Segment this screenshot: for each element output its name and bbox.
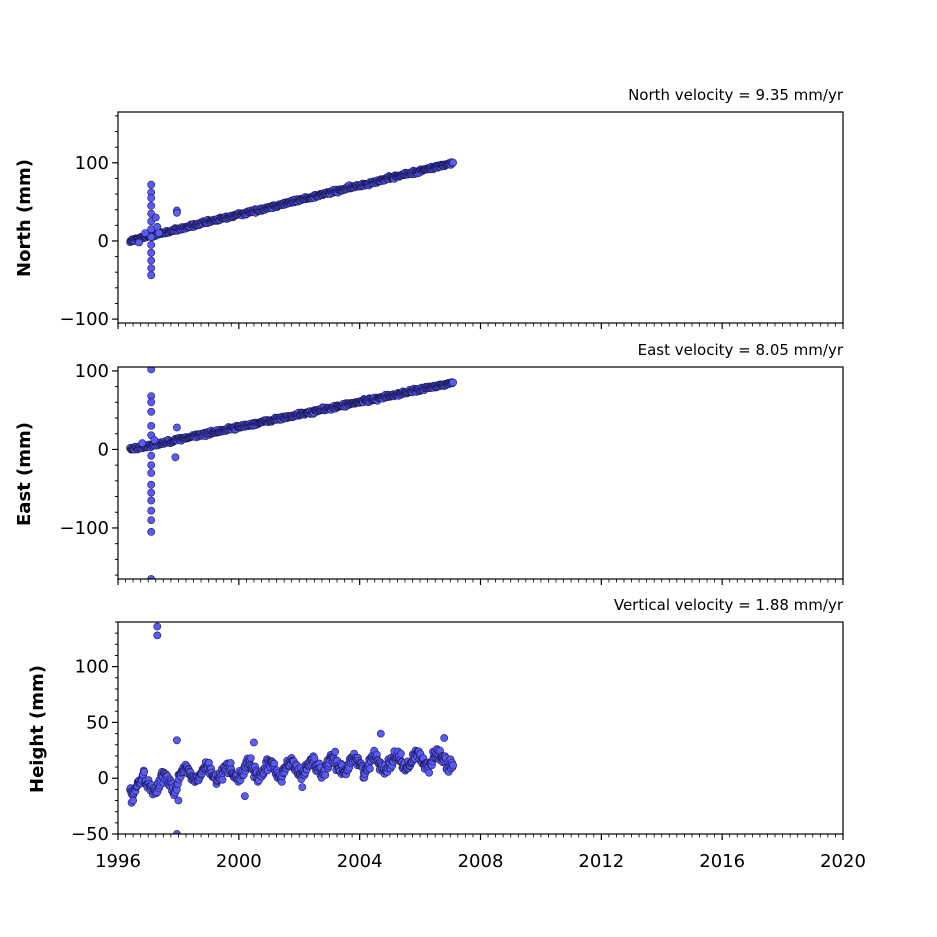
data-point — [147, 398, 156, 407]
data-points — [126, 158, 457, 280]
data-point — [147, 240, 156, 249]
data-point — [396, 749, 405, 758]
data-point — [147, 461, 156, 469]
y-tick-label: 100 — [75, 361, 109, 382]
y-tick-label: 100 — [75, 153, 109, 174]
data-point — [151, 213, 160, 222]
y-tick-label: −100 — [60, 309, 109, 330]
data-point — [147, 407, 156, 416]
data-point — [147, 575, 156, 579]
y-tick-label: 0 — [98, 439, 109, 460]
x-tick-label: 2004 — [337, 851, 383, 872]
data-point — [173, 830, 181, 834]
y-tick-label: 100 — [75, 657, 109, 678]
data-point — [171, 453, 180, 462]
height-ylabel: Height (mm) — [27, 665, 48, 793]
data-point — [147, 506, 156, 515]
x-tick-label: 2008 — [458, 851, 504, 872]
data-point — [147, 488, 156, 497]
north-ylabel: North (mm) — [14, 159, 35, 277]
data-point — [141, 229, 150, 237]
data-point — [331, 747, 339, 756]
y-tick-label: 0 — [98, 768, 109, 789]
east-ylabel: East (mm) — [14, 422, 35, 526]
data-point — [172, 423, 181, 432]
north-panel: North velocity = 9.35 mm/yr North (mm) −… — [14, 86, 844, 330]
x-tick-label: 2020 — [820, 851, 866, 872]
data-point — [147, 264, 156, 273]
data-point — [310, 754, 319, 762]
data-point — [321, 771, 330, 779]
data-point — [147, 421, 156, 430]
data-point — [174, 796, 183, 805]
data-point — [147, 367, 156, 374]
data-point — [153, 631, 162, 640]
data-point — [249, 738, 258, 747]
plot-frame — [117, 366, 844, 580]
y-tick-label: −100 — [60, 518, 109, 539]
data-point — [449, 378, 457, 387]
data-point — [246, 754, 255, 762]
data-point — [240, 792, 249, 800]
data-point — [449, 158, 457, 167]
data-point — [135, 238, 143, 247]
x-tick-label: 2016 — [699, 851, 745, 872]
east-panel: East velocity = 8.05 mm/yr East (mm) −10… — [14, 341, 844, 585]
data-point — [425, 768, 433, 777]
height-panel: Vertical velocity = 1.88 mm/yr Height (m… — [27, 596, 866, 872]
data-point — [147, 201, 156, 210]
data-point — [365, 764, 374, 773]
data-point — [449, 761, 457, 770]
data-point — [147, 516, 156, 524]
data-point — [147, 180, 156, 189]
data-points — [126, 367, 457, 579]
plot-frame — [117, 621, 844, 835]
data-point — [147, 248, 156, 257]
data-point — [376, 729, 385, 738]
data-point — [147, 451, 156, 460]
data-point — [147, 469, 156, 477]
data-point — [147, 233, 156, 241]
x-tick-label: 1996 — [95, 851, 141, 872]
data-point — [440, 734, 449, 742]
data-point — [129, 796, 137, 805]
data-point — [147, 271, 156, 280]
y-tick-label: 0 — [98, 231, 109, 252]
data-point — [298, 783, 307, 791]
data-points — [126, 622, 457, 834]
data-point — [147, 480, 156, 489]
y-tick-label: −50 — [71, 824, 109, 845]
data-point — [138, 439, 147, 448]
y-tick-label: 50 — [86, 712, 109, 733]
vertical-velocity-annotation: Vertical velocity = 1.88 mm/yr — [614, 596, 844, 614]
data-point — [147, 496, 156, 505]
data-point — [147, 256, 156, 265]
data-point — [172, 208, 181, 217]
data-point — [150, 436, 159, 444]
data-point — [154, 229, 163, 237]
x-tick-label: 2012 — [578, 851, 624, 872]
data-point — [172, 736, 181, 745]
data-point — [218, 775, 227, 784]
x-tick-label: 2000 — [216, 851, 262, 872]
east-velocity-annotation: East velocity = 8.05 mm/yr — [638, 341, 844, 359]
data-point — [140, 767, 149, 776]
north-velocity-annotation: North velocity = 9.35 mm/yr — [628, 86, 844, 104]
data-point — [153, 622, 162, 631]
data-point — [147, 194, 156, 202]
data-point — [147, 528, 156, 536]
